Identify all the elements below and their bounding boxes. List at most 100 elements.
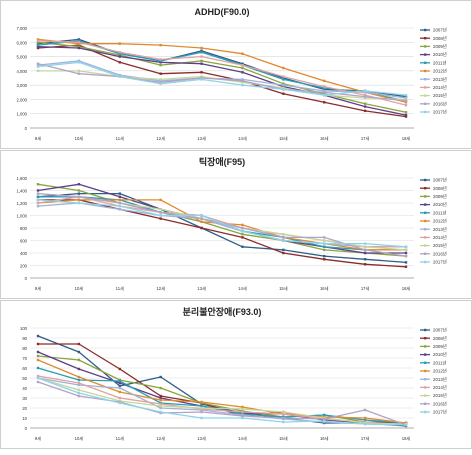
data-point — [282, 76, 285, 80]
legend-marker — [424, 378, 427, 381]
data-point — [118, 379, 121, 383]
data-point — [118, 204, 121, 208]
data-point — [404, 261, 408, 264]
data-point — [118, 386, 121, 390]
data-point — [200, 400, 203, 404]
legend-marker — [424, 102, 427, 105]
data-point — [36, 334, 40, 338]
y-tick-label: 200 — [20, 264, 28, 269]
legend-label: 2011년 — [433, 59, 446, 65]
legend-label: 2014년 — [433, 384, 447, 390]
legend-marker — [424, 394, 427, 397]
legend-marker — [424, 28, 427, 32]
data-point — [241, 66, 244, 70]
data-point — [363, 418, 367, 422]
data-point — [282, 88, 285, 91]
data-point — [200, 59, 203, 63]
data-point — [363, 408, 367, 412]
data-point — [282, 412, 285, 416]
data-point — [36, 69, 40, 73]
x-tick-label: 18세 — [402, 135, 411, 142]
data-point — [159, 214, 162, 217]
data-point — [404, 113, 408, 117]
data-point — [363, 102, 367, 105]
legend-label: 2009년 — [433, 343, 447, 349]
x-tick-label: 16세 — [320, 135, 329, 142]
y-tick-label: 5,000 — [17, 55, 28, 60]
data-point — [36, 380, 40, 384]
data-point — [282, 239, 285, 242]
data-point — [200, 406, 203, 410]
legend-label: 2010년 — [433, 51, 447, 57]
data-point — [118, 367, 121, 371]
legend-label: 2011년 — [433, 209, 446, 215]
data-point — [404, 99, 408, 103]
data-point — [159, 396, 162, 400]
chart-frame — [0, 300, 472, 449]
chart-svg: 분리불안장애(F93.0) 0 10 20 30 40 50 60 70 80 90 100 9세 10세… — [0, 300, 472, 449]
x-tick-label: 17세 — [361, 285, 370, 292]
legend-marker — [424, 86, 427, 89]
chart-separation-anxiety: 분리불안장애(F93.0) 0 10 20 30 40 50 60 70 80 90 100 9세 10세… — [0, 300, 472, 450]
legend-label: 2008년 — [433, 185, 447, 191]
data-point — [323, 92, 326, 95]
data-point — [118, 52, 121, 55]
x-tick-label: 14세 — [238, 135, 247, 142]
data-point — [241, 223, 244, 227]
chart-adhd: ADHD(F90.0) 0 1,000 2,000 3,000 4,000 5,000 6,0… — [0, 0, 472, 150]
series-line — [37, 202, 406, 248]
data-point — [77, 72, 81, 75]
data-point — [118, 384, 121, 388]
y-tick-label: 400 — [20, 251, 28, 256]
y-tick-label: 4,000 — [17, 69, 28, 74]
data-point — [36, 358, 40, 362]
data-point — [282, 75, 285, 78]
legend-marker — [424, 187, 427, 190]
x-tick-label: 12세 — [156, 285, 165, 292]
data-point — [159, 72, 162, 75]
data-point — [363, 242, 367, 245]
data-point — [36, 41, 40, 44]
legend-marker — [424, 69, 427, 73]
data-point — [241, 226, 244, 230]
chart-svg: 틱장애(F95) 0 200 400 600 800 1,000 1,200 1,400 1,60… — [0, 150, 472, 299]
legend-marker — [424, 37, 427, 40]
legend-marker — [424, 110, 427, 114]
x-tick-label: 13세 — [197, 285, 206, 292]
data-point — [200, 55, 203, 58]
data-point — [323, 86, 326, 90]
data-point — [241, 414, 244, 418]
data-point — [36, 366, 40, 370]
data-point — [200, 71, 203, 74]
data-point — [200, 410, 203, 414]
data-point — [200, 51, 203, 54]
data-point — [77, 38, 81, 41]
data-point — [282, 410, 285, 414]
x-tick-label: 9세 — [35, 435, 41, 442]
data-point — [118, 195, 121, 198]
data-point — [200, 75, 203, 78]
data-point — [200, 76, 203, 80]
data-point — [323, 242, 326, 245]
data-point — [241, 71, 244, 74]
legend-marker — [424, 203, 427, 206]
data-point — [77, 358, 81, 362]
data-point — [241, 62, 244, 65]
legend-label: 2016년 — [433, 100, 447, 106]
x-tick-label: 18세 — [402, 435, 411, 442]
series-line — [37, 377, 407, 425]
data-point — [363, 248, 367, 252]
data-point — [363, 251, 367, 255]
data-point — [36, 342, 40, 346]
data-point — [241, 78, 244, 81]
y-tick-label: 0 — [25, 276, 28, 281]
series-line — [37, 377, 407, 426]
chart-title: 틱장애(F95) — [199, 156, 245, 167]
chart-title: ADHD(F90.0) — [194, 7, 249, 17]
data-point — [77, 342, 81, 346]
y-tick-label: 1,200 — [17, 201, 28, 206]
legend-marker — [424, 260, 427, 264]
data-point — [77, 43, 81, 47]
legend-label: 2014년 — [433, 84, 447, 90]
data-point — [363, 91, 367, 94]
